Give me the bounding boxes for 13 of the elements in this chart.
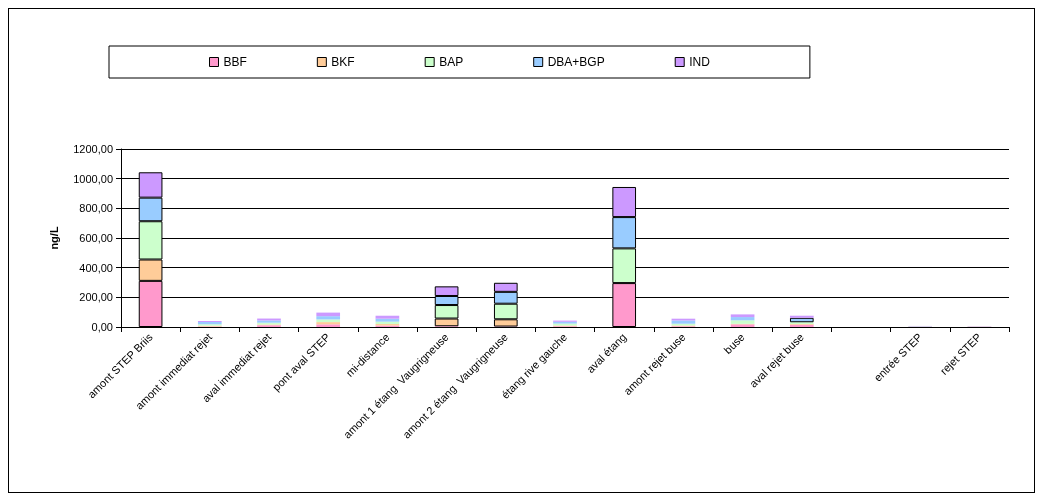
legend-label: BKF xyxy=(331,55,355,69)
y-tick-label: 800,00 xyxy=(79,202,113,215)
legend-label: DBA+BGP xyxy=(547,55,605,69)
y-axis-title: ng/L xyxy=(47,226,60,250)
y-tick-label: 600,00 xyxy=(79,232,113,244)
y-tick-label: 400,00 xyxy=(79,261,113,274)
y-tick-label: 1200,00 xyxy=(73,143,113,155)
y-tick-label: 0,00 xyxy=(91,321,113,333)
legend-label: IND xyxy=(689,55,711,69)
legend-label: BBF xyxy=(223,55,247,69)
y-tick-label: 1000,00 xyxy=(73,172,113,185)
y-tick-label: 200,00 xyxy=(79,291,113,304)
legend-label: BAP xyxy=(439,55,464,69)
